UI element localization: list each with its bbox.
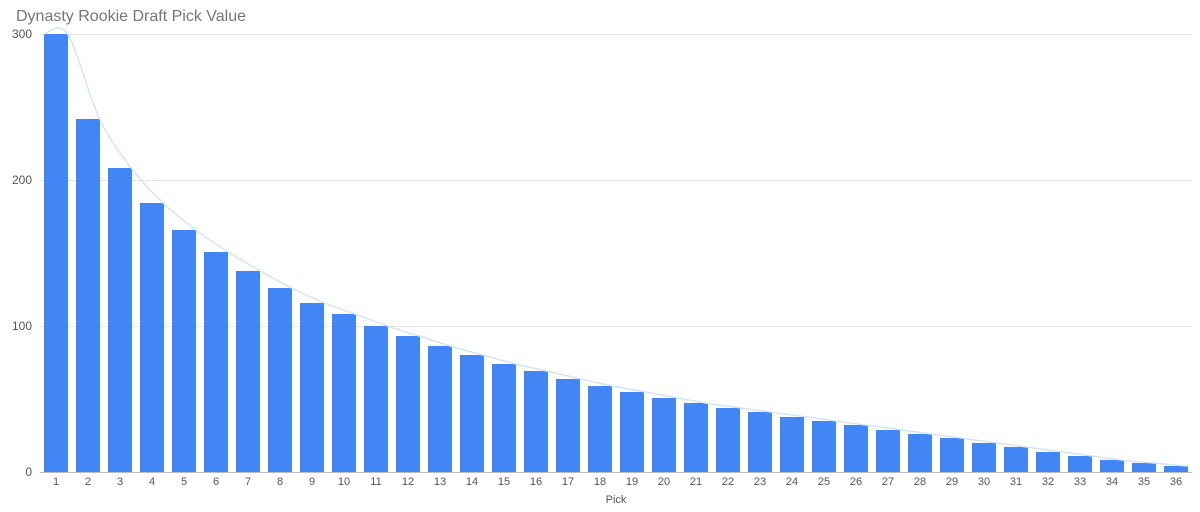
x-tick-label: 5 bbox=[181, 476, 187, 488]
x-tick-label: 14 bbox=[466, 476, 478, 488]
bar bbox=[652, 398, 675, 472]
x-tick-label: 20 bbox=[658, 476, 670, 488]
x-tick-label: 12 bbox=[402, 476, 414, 488]
x-tick-label: 3 bbox=[117, 476, 123, 488]
bar bbox=[44, 34, 67, 472]
bar bbox=[428, 346, 451, 472]
plot-inner: 0100200300123456789101112131415161718192… bbox=[40, 34, 1192, 472]
x-axis-baseline bbox=[40, 472, 1192, 473]
x-tick-label: 10 bbox=[338, 476, 350, 488]
x-tick-label: 27 bbox=[882, 476, 894, 488]
x-tick-label: 13 bbox=[434, 476, 446, 488]
x-tick-label: 22 bbox=[722, 476, 734, 488]
bar bbox=[396, 336, 419, 472]
x-tick-label: 15 bbox=[498, 476, 510, 488]
bar bbox=[1100, 460, 1123, 472]
bar bbox=[1164, 466, 1187, 472]
x-tick-label: 11 bbox=[370, 476, 381, 488]
bar bbox=[460, 355, 483, 472]
y-tick-label: 200 bbox=[0, 173, 32, 187]
bar bbox=[556, 379, 579, 472]
y-tick-label: 0 bbox=[0, 465, 32, 479]
x-tick-label: 1 bbox=[53, 476, 59, 488]
x-tick-label: 29 bbox=[946, 476, 958, 488]
x-tick-label: 35 bbox=[1138, 476, 1150, 488]
x-tick-label: 30 bbox=[978, 476, 990, 488]
bar bbox=[876, 430, 899, 472]
x-tick-label: 34 bbox=[1106, 476, 1118, 488]
bar bbox=[364, 326, 387, 472]
y-tick-label: 300 bbox=[0, 27, 32, 41]
x-tick-label: 26 bbox=[850, 476, 862, 488]
x-tick-label: 21 bbox=[690, 476, 702, 488]
bar bbox=[172, 230, 195, 472]
bar bbox=[524, 371, 547, 472]
x-tick-label: 33 bbox=[1074, 476, 1086, 488]
x-tick-label: 18 bbox=[594, 476, 606, 488]
x-tick-label: 2 bbox=[85, 476, 91, 488]
bar bbox=[588, 386, 611, 472]
bar bbox=[492, 364, 515, 472]
x-tick-label: 24 bbox=[786, 476, 798, 488]
x-tick-label: 7 bbox=[245, 476, 251, 488]
x-tick-label: 28 bbox=[914, 476, 926, 488]
chart-title: Dynasty Rookie Draft Pick Value bbox=[16, 8, 246, 26]
x-tick-label: 36 bbox=[1170, 476, 1182, 488]
bar bbox=[1004, 447, 1027, 472]
bar bbox=[1132, 463, 1155, 472]
bar bbox=[300, 303, 323, 472]
bar bbox=[204, 252, 227, 472]
bar bbox=[1036, 452, 1059, 472]
bar bbox=[940, 438, 963, 472]
bar bbox=[140, 203, 163, 472]
bar bbox=[748, 412, 771, 472]
bar bbox=[1068, 456, 1091, 472]
bar bbox=[780, 417, 803, 472]
bar bbox=[108, 168, 131, 472]
x-axis-title: Pick bbox=[40, 494, 1192, 506]
bar bbox=[332, 314, 355, 472]
x-tick-label: 16 bbox=[530, 476, 542, 488]
bars-layer bbox=[40, 34, 1192, 472]
bar bbox=[620, 392, 643, 472]
x-tick-label: 19 bbox=[626, 476, 638, 488]
x-tick-label: 4 bbox=[149, 476, 155, 488]
x-tick-label: 31 bbox=[1010, 476, 1022, 488]
x-tick-label: 6 bbox=[213, 476, 219, 488]
bar bbox=[716, 408, 739, 472]
bar bbox=[236, 271, 259, 472]
x-tick-label: 8 bbox=[277, 476, 283, 488]
x-tick-label: 17 bbox=[562, 476, 574, 488]
bar bbox=[76, 119, 99, 472]
bar bbox=[844, 425, 867, 472]
bar bbox=[812, 421, 835, 472]
x-tick-label: 25 bbox=[818, 476, 830, 488]
x-tick-label: 9 bbox=[309, 476, 315, 488]
bar bbox=[684, 403, 707, 472]
plot-area: 0100200300123456789101112131415161718192… bbox=[40, 34, 1192, 472]
x-tick-label: 23 bbox=[754, 476, 766, 488]
chart-container: Dynasty Rookie Draft Pick Value 01002003… bbox=[0, 0, 1200, 512]
x-tick-label: 32 bbox=[1042, 476, 1054, 488]
bar bbox=[268, 288, 291, 472]
y-tick-label: 100 bbox=[0, 319, 32, 333]
bar bbox=[908, 434, 931, 472]
bar bbox=[972, 443, 995, 472]
